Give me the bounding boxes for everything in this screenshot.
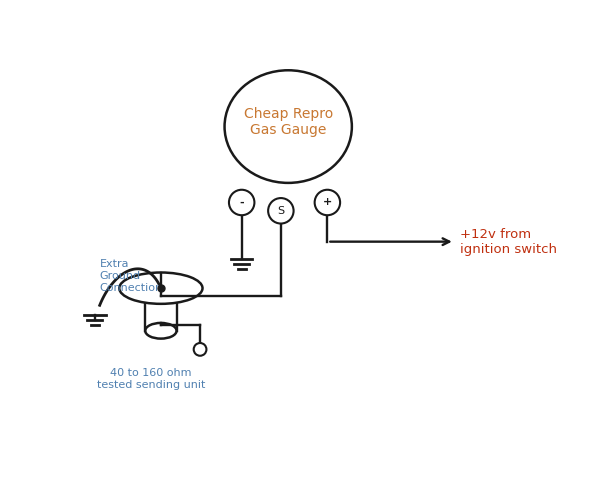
Circle shape: [194, 343, 206, 356]
Text: Cheap Repro
Gas Gauge: Cheap Repro Gas Gauge: [244, 107, 333, 137]
Text: +: +: [323, 198, 332, 208]
Circle shape: [229, 190, 254, 215]
Circle shape: [315, 190, 340, 215]
Text: -: -: [240, 198, 244, 208]
Text: 40 to 160 ohm
tested sending unit: 40 to 160 ohm tested sending unit: [97, 368, 205, 389]
Text: Extra
Ground
Connection: Extra Ground Connection: [100, 259, 163, 292]
Circle shape: [268, 198, 294, 224]
Text: +12v from
ignition switch: +12v from ignition switch: [460, 228, 557, 255]
Text: S: S: [277, 206, 284, 216]
